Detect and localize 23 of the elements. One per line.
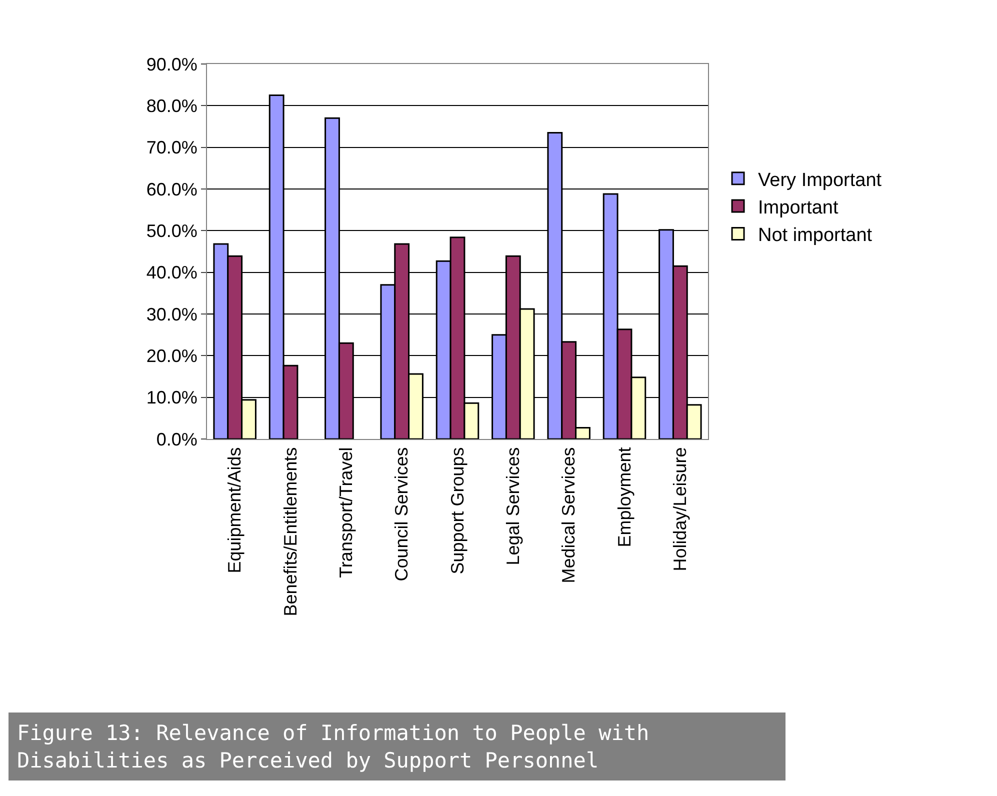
x-tick-label: Benefits/Entitlements (280, 447, 300, 616)
y-tick-label: 50.0% (146, 220, 198, 241)
legend-label: Very Important (758, 170, 882, 191)
y-tick-label: 90.0% (146, 54, 198, 74)
x-tick-label: Legal Services (503, 447, 524, 566)
y-tick-label: 40.0% (146, 262, 198, 283)
y-tick-label: 20.0% (146, 346, 198, 366)
x-tick-label: Transport/Travel (336, 447, 356, 578)
y-tick-label: 60.0% (146, 179, 198, 200)
y-tick-label: 80.0% (146, 96, 198, 116)
x-tick-label: Support Groups (447, 447, 468, 574)
legend-label: Not important (758, 225, 873, 246)
text: Figure 13: Relevance of Information to People with Disabilities as Perceived by Support Personnel (17, 721, 650, 772)
x-tick-label: Holiday/Leisure (670, 447, 690, 572)
y-tick-label: 70.0% (146, 138, 198, 158)
x-tick-label: Equipment/Aids (224, 447, 245, 574)
y-tick-label: 10.0% (146, 388, 198, 408)
y-tick-label: 30.0% (146, 304, 198, 324)
x-tick-label: Employment (614, 447, 634, 548)
x-tick-label: Medical Services (558, 447, 579, 584)
x-tick-label: Council Services (392, 447, 412, 582)
legend-label: Important (758, 197, 839, 218)
y-tick-label: 0.0% (156, 429, 198, 450)
